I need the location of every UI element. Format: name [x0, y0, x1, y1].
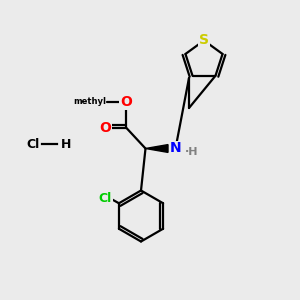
Text: Cl: Cl: [26, 137, 40, 151]
Text: Cl: Cl: [99, 192, 112, 205]
Text: N: N: [170, 142, 181, 155]
Text: S: S: [199, 34, 209, 47]
Text: O: O: [120, 95, 132, 109]
Text: O: O: [99, 121, 111, 134]
Text: methyl: methyl: [73, 97, 106, 106]
Text: H: H: [61, 137, 71, 151]
Polygon shape: [146, 145, 168, 152]
Text: ·H: ·H: [185, 147, 199, 157]
